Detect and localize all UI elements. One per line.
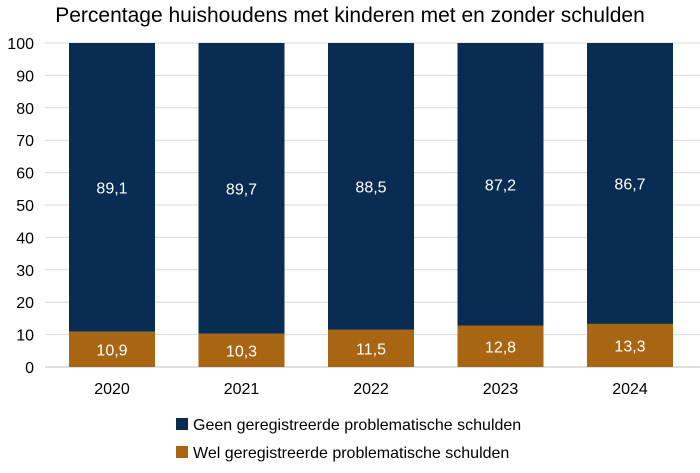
data-label: 10,3 xyxy=(226,343,257,360)
y-tick-label: 30 xyxy=(16,263,34,280)
chart-title: Percentage huishoudens met kinderen met … xyxy=(55,4,645,27)
x-tick-label: 2022 xyxy=(353,381,389,398)
legend-label: Wel geregistreerde problematische schuld… xyxy=(193,445,509,462)
bar-segment xyxy=(457,325,544,367)
y-tick-label: 70 xyxy=(16,133,34,150)
y-tick-label: 60 xyxy=(16,166,34,183)
x-tick-label: 2023 xyxy=(483,381,519,398)
data-label: 89,1 xyxy=(96,180,127,197)
y-tick-label: 90 xyxy=(16,68,34,85)
bars xyxy=(69,43,673,367)
y-tick-label: 50 xyxy=(16,198,34,215)
data-label: 10,9 xyxy=(96,342,127,359)
data-label: 13,3 xyxy=(614,338,645,355)
bar-segment xyxy=(69,331,155,367)
legend: Geen geregistreerde problematische schul… xyxy=(176,417,521,462)
data-label: 89,7 xyxy=(226,181,257,198)
bar-segment xyxy=(69,43,155,332)
legend-swatch xyxy=(176,418,188,430)
y-tick-label: 80 xyxy=(16,101,34,118)
y-tick-label: 100 xyxy=(7,36,34,53)
y-tick-label: 20 xyxy=(16,295,34,312)
y-tick-label: 40 xyxy=(16,230,34,247)
bar-segment xyxy=(198,43,285,334)
x-axis-tick-labels: 2020 2021 2022 2023 2024 xyxy=(94,381,648,398)
data-label: 87,2 xyxy=(485,177,516,194)
data-label: 86,7 xyxy=(614,176,645,193)
data-label: 11,5 xyxy=(356,341,386,358)
x-tick-label: 2020 xyxy=(94,381,130,398)
data-label: 88,5 xyxy=(355,179,386,196)
bar-segment xyxy=(587,43,673,324)
x-tick-label: 2021 xyxy=(224,381,260,398)
y-tick-label: 0 xyxy=(25,360,34,377)
y-tick-label: 10 xyxy=(16,328,34,345)
data-label: 12,8 xyxy=(485,339,516,356)
legend-swatch xyxy=(176,446,188,458)
x-tick-label: 2024 xyxy=(612,381,648,398)
y-axis-tick-labels: 0 10 20 30 40 50 60 70 80 90 100 xyxy=(7,36,34,377)
bar-segment xyxy=(198,333,285,367)
legend-label: Geen geregistreerde problematische schul… xyxy=(193,417,521,434)
data-labels: 10,9 89,1 10,3 89,7 11,5 88,5 12,8 87,2 13,3 86,7 xyxy=(96,176,645,360)
bar-segment xyxy=(587,323,673,367)
bar-segment xyxy=(328,43,414,330)
bar-segment xyxy=(457,43,544,326)
bar-segment xyxy=(328,329,414,367)
